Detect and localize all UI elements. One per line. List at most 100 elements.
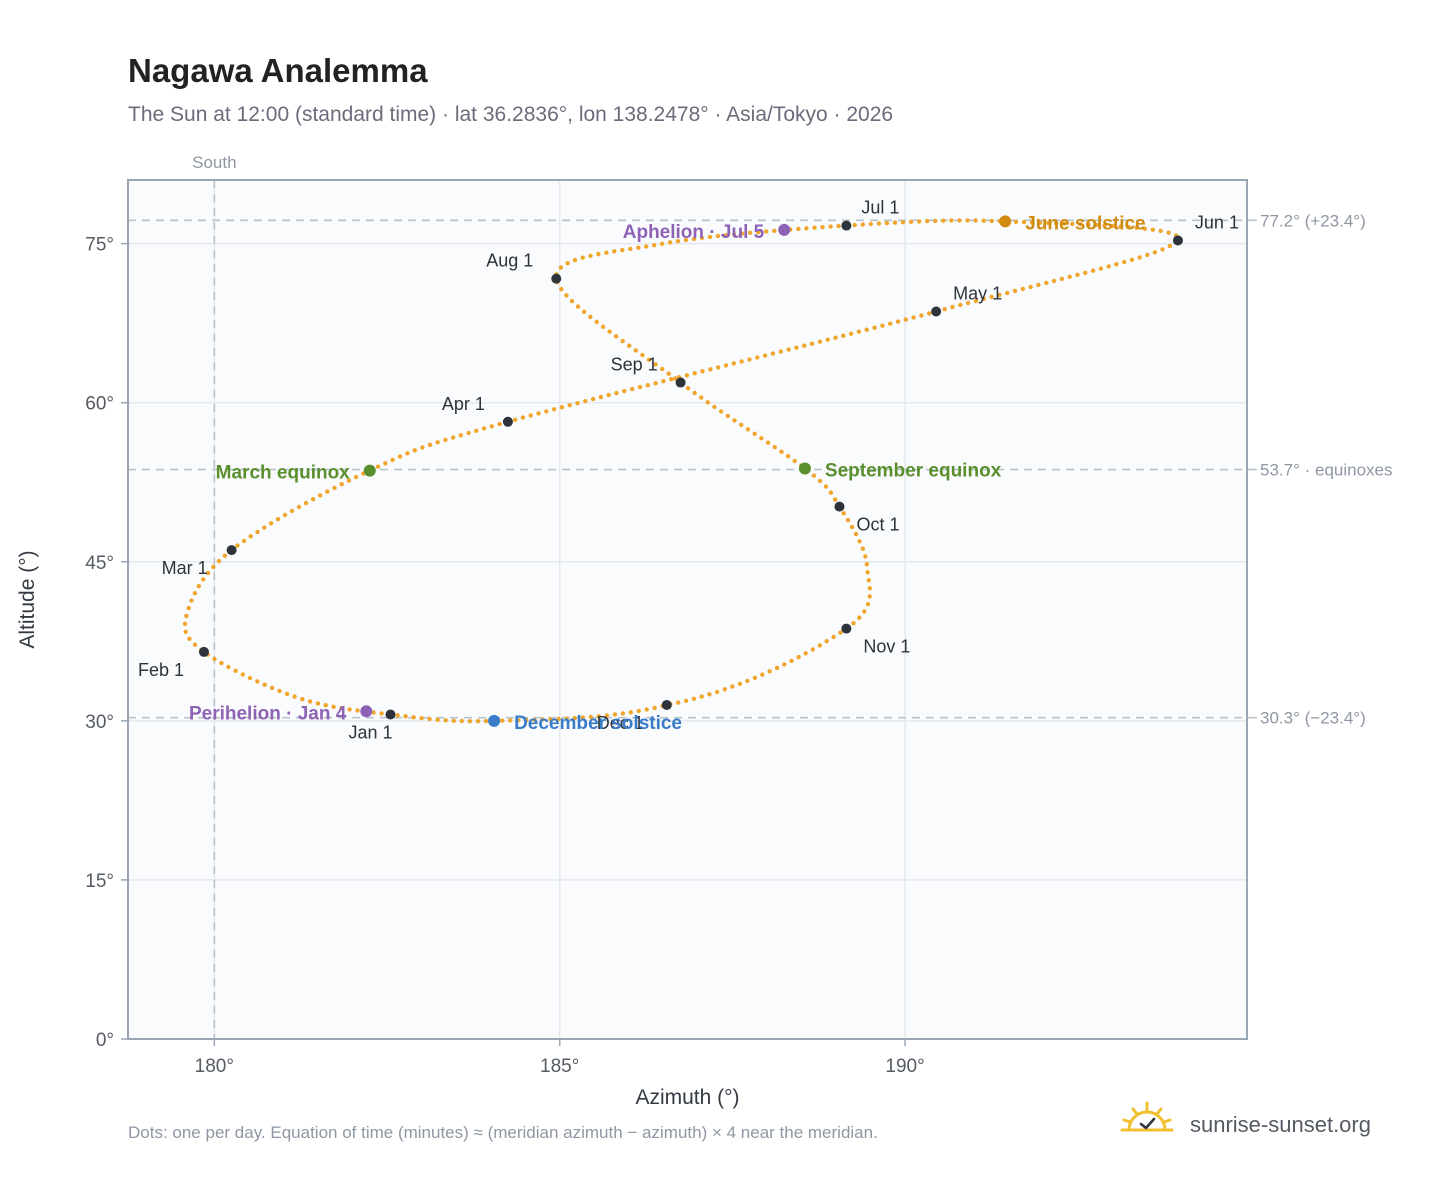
daily-sun-dot <box>707 692 712 697</box>
daily-sun-dot <box>512 417 518 422</box>
daily-sun-dot <box>1075 272 1080 277</box>
daily-sun-dot <box>809 341 815 346</box>
event-marker <box>778 223 791 236</box>
daily-sun-dot <box>1145 252 1150 258</box>
daily-sun-dot <box>731 361 736 366</box>
daily-sun-dot <box>802 343 807 348</box>
daily-sun-dot <box>707 234 713 240</box>
daily-sun-dot <box>848 331 854 336</box>
daily-sun-dot <box>770 351 776 356</box>
daily-sun-dot <box>339 706 344 711</box>
reference-label: 77.2° (+23.4°) <box>1260 211 1366 230</box>
month-label: Aug 1 <box>486 251 533 271</box>
daily-sun-dot <box>1106 264 1111 269</box>
daily-sun-dot <box>277 688 282 694</box>
daily-sun-dot <box>528 413 533 418</box>
daily-sun-dot <box>268 521 274 526</box>
daily-sun-dot <box>942 307 947 312</box>
daily-sun-dot <box>779 449 784 454</box>
month-label: Jul 1 <box>861 198 899 218</box>
daily-sun-dot <box>1067 274 1072 279</box>
daily-sun-dot <box>864 327 869 332</box>
daily-sun-dot <box>823 484 829 489</box>
event-label: Perihelion · Jan 4 <box>189 703 347 724</box>
daily-sun-dot <box>958 302 963 308</box>
daily-sun-dot <box>481 426 487 431</box>
daily-sun-dot <box>989 218 994 224</box>
daily-sun-dot <box>551 407 557 412</box>
daily-sun-dot <box>856 329 862 334</box>
daily-sun-dot <box>811 473 817 478</box>
daily-sun-dot <box>588 314 593 320</box>
daily-sun-dot <box>1118 224 1123 229</box>
daily-sun-dot <box>794 345 799 350</box>
daily-sun-dot <box>355 708 360 713</box>
daily-sun-dot <box>1020 286 1025 292</box>
daily-sun-dot <box>596 251 601 257</box>
daily-sun-dot <box>715 233 721 239</box>
daily-sun-dot <box>596 714 601 719</box>
brand-name[interactable]: sunrise-sunset.org <box>1190 1112 1371 1137</box>
daily-sun-dot <box>1166 230 1171 235</box>
reference-lines: South 77.2° (+23.4°) 53.7° · equinoxes 30.3… <box>128 153 1393 1039</box>
daily-sun-dot <box>474 428 479 433</box>
daily-sun-dot <box>300 697 305 702</box>
daily-sun-dot <box>435 717 440 722</box>
chart-subtitle: The Sun at 12:00 (standard time) · lat 3… <box>128 103 894 126</box>
daily-sun-dot <box>786 454 791 459</box>
meridian-label: South <box>192 153 236 172</box>
daily-sun-dot <box>559 405 565 410</box>
brand[interactable]: sunrise-sunset.org <box>1120 1100 1420 1150</box>
daily-sun-dot <box>824 639 829 644</box>
daily-sun-dot <box>867 594 872 599</box>
daily-sun-dot <box>572 257 578 263</box>
daily-sun-dot <box>1062 221 1067 226</box>
daily-sun-dot <box>652 243 657 248</box>
daily-sun-dot <box>622 388 627 394</box>
daily-sun-dot <box>1090 268 1096 273</box>
daily-sun-dot <box>450 435 456 440</box>
daily-sun-dot <box>315 701 321 706</box>
daily-sun-dot <box>183 629 188 634</box>
daily-sun-dot <box>1167 243 1173 249</box>
daily-sun-dot <box>262 682 267 687</box>
daily-sun-dot <box>973 218 978 223</box>
daily-sun-dot <box>789 658 794 663</box>
daily-sun-dot <box>666 371 671 376</box>
daily-sun-dot <box>1059 276 1065 282</box>
daily-sun-dot <box>636 245 641 250</box>
daily-sun-dot <box>699 395 704 400</box>
daily-sun-dot <box>765 440 771 445</box>
daily-sun-dot <box>723 363 729 368</box>
daily-sun-dot <box>628 246 633 252</box>
daily-sun-dot <box>845 517 851 523</box>
y-axis-label: Altitude (°) <box>16 550 39 648</box>
daily-sun-dot <box>810 647 815 652</box>
daily-sun-dot <box>965 218 970 223</box>
month-label: Jun 1 <box>1195 212 1239 232</box>
daily-sun-dot <box>831 634 836 640</box>
daily-sun-dot <box>828 490 834 495</box>
daily-sun-dot <box>755 355 760 360</box>
event-marker <box>488 714 501 727</box>
daily-sun-dot <box>903 317 908 322</box>
daily-sun-dot <box>339 482 344 487</box>
daily-sun-dot <box>620 338 625 344</box>
daily-sun-dot <box>241 538 247 544</box>
daily-sun-dot <box>411 715 416 720</box>
daily-sun-dot <box>590 396 596 402</box>
daily-sun-dot <box>699 694 704 699</box>
daily-sun-dot <box>778 349 783 354</box>
daily-sun-dot <box>1122 259 1127 265</box>
daily-sun-dot <box>786 347 791 352</box>
event-label: Aphelion · Jul 5 <box>623 222 765 243</box>
daily-sun-dot <box>607 329 612 334</box>
daily-sun-dot <box>722 687 727 692</box>
y-tick-label: 15° <box>85 871 114 892</box>
daily-sun-dot <box>1142 226 1148 231</box>
daily-sun-dot <box>872 325 877 330</box>
daily-sun-dot <box>565 261 570 266</box>
daily-sun-dot <box>1070 221 1075 227</box>
daily-sun-dot <box>759 436 764 441</box>
